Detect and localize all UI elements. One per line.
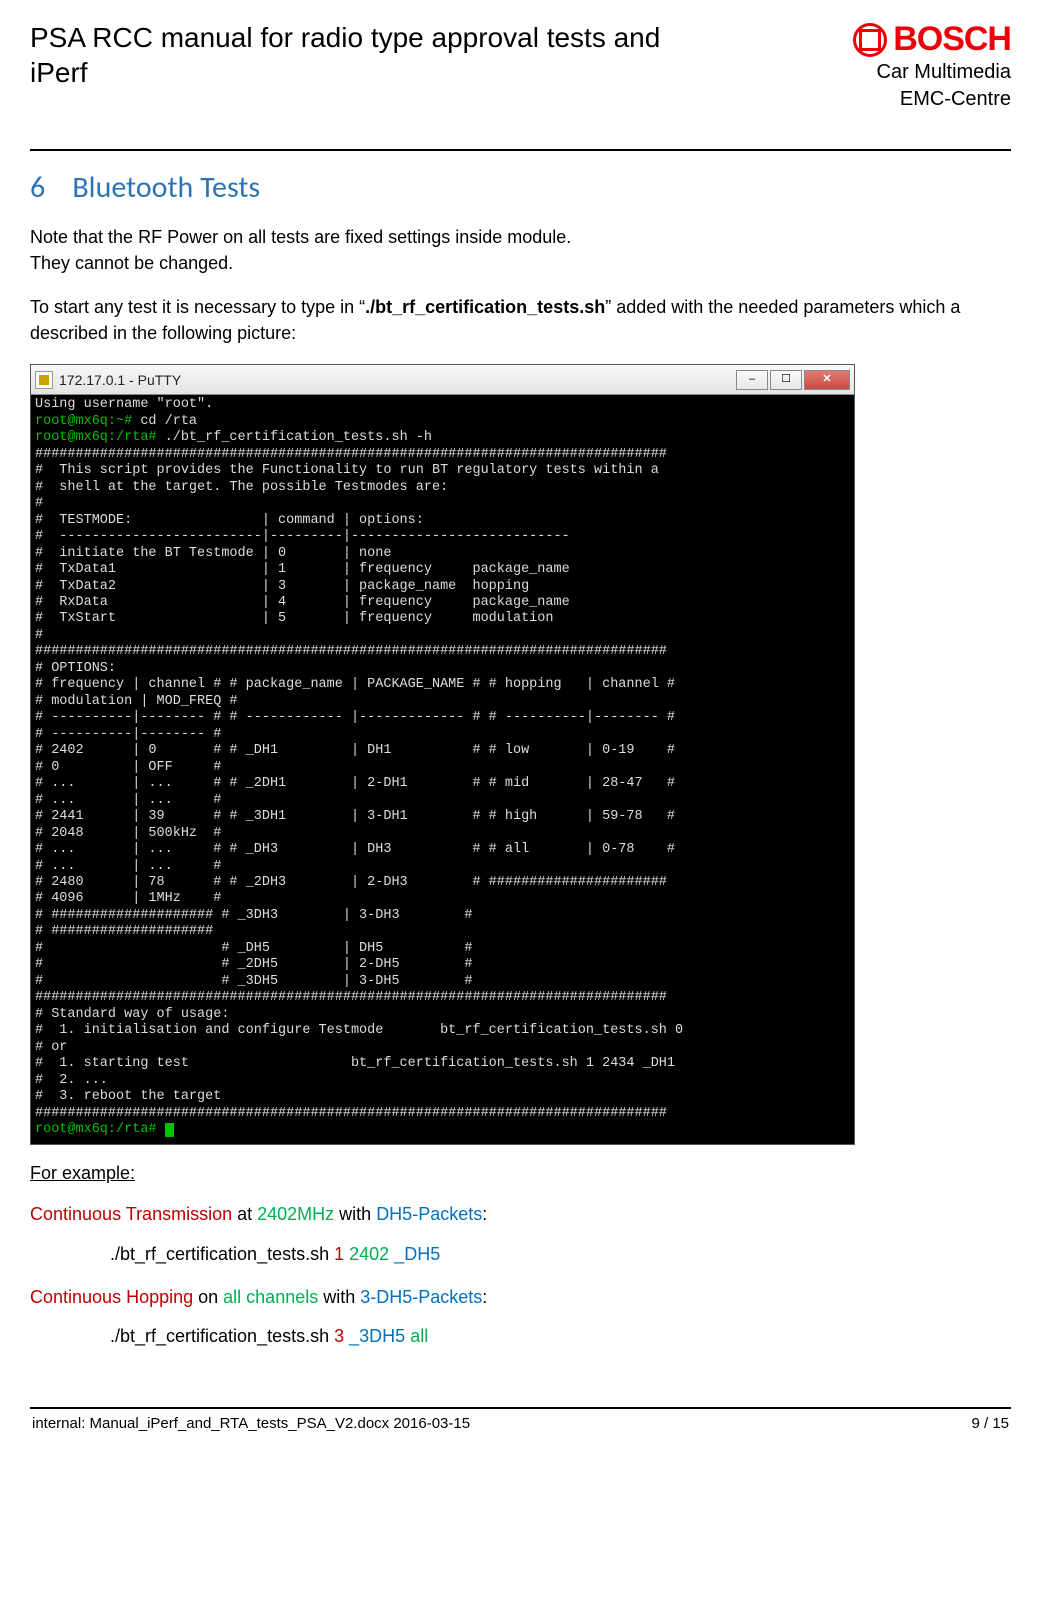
page-footer: internal: Manual_iPerf_and_RTA_tests_PSA… <box>30 1409 1011 1432</box>
minimize-button[interactable]: – <box>736 370 768 390</box>
brand-subtitle-2: EMC-Centre <box>853 88 1011 111</box>
bosch-anchor-icon <box>853 23 887 57</box>
example-2-description: Continuous Hopping on all channels with … <box>30 1285 1011 1310</box>
section-number: 6 <box>30 169 45 206</box>
terminal-body[interactable]: Using username "root". root@mx6q:~# cd /… <box>31 395 854 1144</box>
header-right: BOSCH Car Multimedia EMC-Centre <box>853 20 1011 111</box>
brand-logo-text: BOSCH <box>893 20 1011 59</box>
intro-paragraph-2: To start any test it is necessary to typ… <box>30 294 1011 346</box>
brand-subtitle-1: Car Multimedia <box>853 61 1011 84</box>
intro-p2-text: They cannot be changed. <box>30 253 233 273</box>
brand-logo: BOSCH <box>853 20 1011 59</box>
window-buttons: – ☐ ✕ <box>736 370 850 390</box>
putty-window: 172.17.0.1 - PuTTY – ☐ ✕ Using username … <box>30 364 855 1145</box>
example-1-command: ./bt_rf_certification_tests.sh 1 2402 _D… <box>110 1244 1011 1265</box>
example-1-description: Continuous Transmission at 2402MHz with … <box>30 1202 1011 1227</box>
close-button[interactable]: ✕ <box>804 370 850 390</box>
section-title: Bluetooth Tests <box>72 169 260 206</box>
header-separator <box>30 149 1011 151</box>
intro-p3-command: ./bt_rf_certification_tests.sh <box>365 297 605 317</box>
footer-right: 9 / 15 <box>971 1415 1009 1432</box>
section-heading: 6 Bluetooth Tests <box>30 169 1011 206</box>
footer-left: internal: Manual_iPerf_and_RTA_tests_PSA… <box>32 1415 470 1432</box>
putty-icon <box>35 371 53 389</box>
examples-title: For example: <box>30 1163 1011 1184</box>
example-2-command: ./bt_rf_certification_tests.sh 3 _3DH5 a… <box>110 1326 1011 1347</box>
intro-p1-text: Note that the RF Power on all tests are … <box>30 227 571 247</box>
page-header: PSA RCC manual for radio type approval t… <box>30 20 1011 121</box>
putty-window-title: 172.17.0.1 - PuTTY <box>59 372 181 388</box>
putty-titlebar: 172.17.0.1 - PuTTY – ☐ ✕ <box>31 365 854 395</box>
intro-p3-pre: To start any test it is necessary to typ… <box>30 297 365 317</box>
intro-paragraph-1: Note that the RF Power on all tests are … <box>30 224 1011 276</box>
maximize-button[interactable]: ☐ <box>770 370 802 390</box>
document-title: PSA RCC manual for radio type approval t… <box>30 20 670 90</box>
